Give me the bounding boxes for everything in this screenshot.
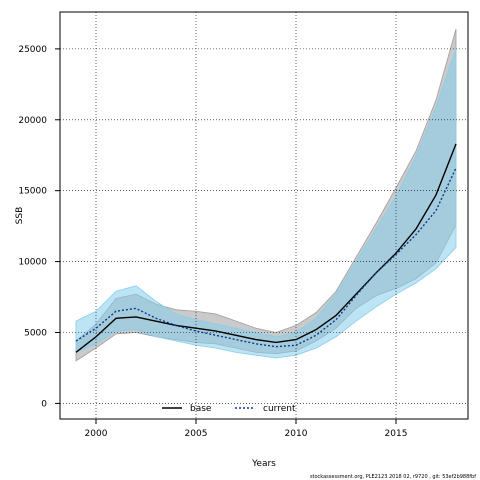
x-axis-title: Years — [251, 459, 276, 469]
x-axis: 2000 2005 2010 2015 — [85, 419, 408, 439]
x-tick-label-2010: 2010 — [285, 429, 308, 439]
footer-credit: stockassessment.org, PLE2123 2018 02, r9… — [310, 474, 476, 480]
x-tick-label-2015: 2015 — [385, 429, 408, 439]
y-axis-title: SSB — [15, 207, 25, 225]
band-current — [75, 48, 457, 359]
legend-label-base: base — [190, 404, 212, 414]
x-tick-label-2005: 2005 — [185, 429, 208, 439]
confidence-bands — [75, 28, 457, 362]
y-tick-label-20000: 20000 — [18, 116, 47, 126]
y-tick-label-25000: 25000 — [18, 45, 47, 55]
series-line-current — [75, 167, 457, 348]
y-axis: 0 5000 10000 15000 20000 25000 — [18, 45, 60, 409]
series-lines — [75, 143, 457, 353]
y-tick-label-0: 0 — [41, 399, 47, 409]
y-tick-label-15000: 15000 — [18, 187, 47, 197]
series-line-base — [75, 143, 457, 353]
x-tick-label-2000: 2000 — [85, 429, 108, 439]
y-tick-label-5000: 5000 — [24, 328, 47, 338]
legend-label-current: current — [263, 404, 296, 414]
plot-frame — [59, 11, 469, 420]
grid — [60, 12, 468, 419]
legend: base current — [162, 404, 296, 414]
y-tick-label-10000: 10000 — [18, 258, 47, 268]
